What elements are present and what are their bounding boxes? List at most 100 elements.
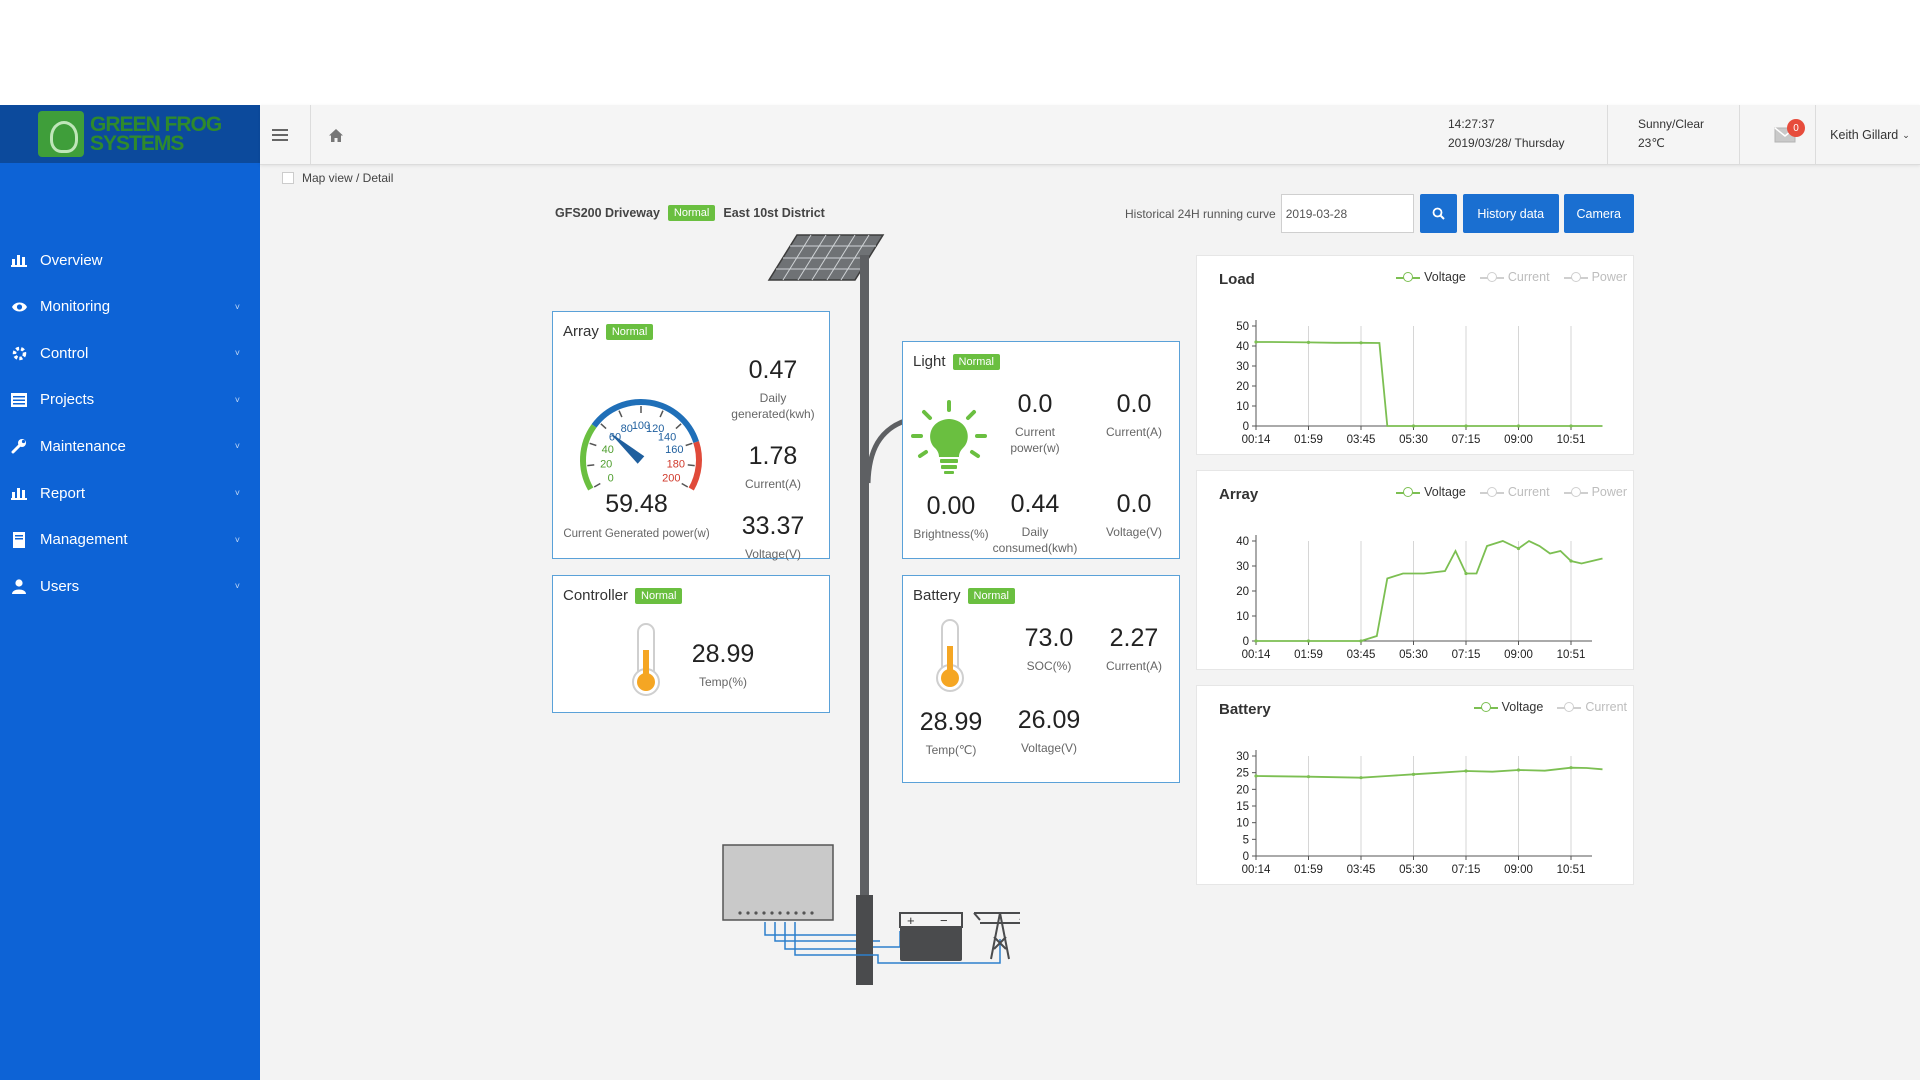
sidebar-item-report[interactable]: Report ˅ (0, 473, 260, 513)
legend-label: Power (1591, 485, 1627, 499)
sidebar-item-monitoring[interactable]: Monitoring ˅ (0, 287, 260, 327)
legend-item-power[interactable]: Power (1563, 270, 1627, 284)
legend-marker-icon (1396, 271, 1421, 283)
book-icon (10, 531, 28, 548)
gauge-tick-label: 140 (658, 432, 676, 444)
legend-item-voltage[interactable]: Voltage (1396, 270, 1466, 284)
series-point[interactable] (1569, 559, 1573, 563)
y-tick-label: 40 (1236, 341, 1249, 353)
gauge-tick-label: 200 (662, 473, 680, 485)
series-point[interactable] (1516, 424, 1521, 428)
series-point[interactable] (1306, 340, 1311, 344)
gauge-arc (688, 441, 702, 491)
user-icon (10, 578, 28, 594)
legend-marker-icon (1563, 486, 1588, 498)
series-point[interactable] (1254, 340, 1258, 344)
sidebar-item-overview[interactable]: Overview (0, 240, 260, 280)
series-point[interactable] (1464, 769, 1468, 773)
series-line-voltage[interactable] (1256, 341, 1603, 427)
series-line-voltage[interactable] (1256, 539, 1603, 642)
station-status-badge: Normal (667, 205, 716, 221)
controller-card-header: Controller Normal (563, 587, 683, 604)
x-tick-label: 00:14 (1242, 434, 1271, 446)
chevron-down-icon: ˅ (234, 301, 240, 312)
home-button[interactable] (320, 105, 352, 165)
series-point[interactable] (1569, 424, 1573, 428)
search-button[interactable] (1419, 194, 1457, 233)
menu-toggle-button[interactable] (260, 105, 300, 165)
light-title: Light (913, 353, 946, 370)
legend-item-power[interactable]: Power (1563, 485, 1627, 499)
gauge-tick (659, 410, 664, 418)
series-point[interactable] (1359, 639, 1363, 643)
sidebar: GREEN FROG SYSTEMS Overview Monitoring ˅ Co… (0, 105, 260, 1080)
series-point[interactable] (1306, 639, 1311, 643)
array-power-label: Current Generated power(w) (563, 528, 710, 540)
series-point[interactable] (1254, 774, 1258, 778)
x-tick-label: 01:59 (1294, 649, 1323, 661)
legend-item-current[interactable]: Current (1479, 270, 1550, 284)
series-point[interactable] (1359, 341, 1363, 345)
y-tick-label: 30 (1236, 751, 1249, 763)
battery-status-badge: Normal (967, 587, 1015, 604)
series-point[interactable] (1411, 772, 1416, 776)
gauge-tick (685, 442, 693, 447)
sidebar-item-control[interactable]: Control ˅ (0, 333, 260, 373)
streetlight-schematic: + − (722, 234, 1020, 985)
sidebar-item-label: Management (40, 531, 128, 549)
breadcrumb-checkbox[interactable] (282, 172, 294, 184)
y-tick-label: 30 (1236, 361, 1249, 373)
history-date-input[interactable] (1280, 194, 1414, 233)
chart-battery: Battery Voltage Current 00:14 01:59 03:45 05:3… (1196, 685, 1634, 885)
legend-label: Current (1507, 485, 1550, 499)
camera-button[interactable]: Camera (1563, 194, 1634, 233)
legend-item-current[interactable]: Current (1557, 700, 1627, 714)
sidebar-item-management[interactable]: Management ˅ (0, 520, 260, 560)
legend-label: Voltage (1501, 700, 1544, 714)
x-tick-label: 03:45 (1347, 434, 1376, 446)
series-point[interactable] (1464, 424, 1468, 428)
legend-marker-icon (1396, 486, 1421, 498)
battery-soc-value: 73.0 (1024, 624, 1074, 652)
chart-title: Load (1219, 271, 1255, 288)
series-point[interactable] (1359, 776, 1363, 780)
legend-marker-icon (1473, 701, 1498, 713)
array-daily-generated-label: Daily generated(kwh) (731, 391, 815, 421)
weather: Sunny/Clear 23℃ (1638, 115, 1704, 153)
light-daily-consumed-label: Daily consumed(kwh) (992, 525, 1078, 555)
series-point[interactable] (1254, 639, 1258, 643)
controller-temp-value: 28.99 (691, 640, 755, 668)
light-status-badge: Normal (952, 353, 1000, 370)
series-point[interactable] (1516, 546, 1521, 551)
search-icon (1432, 207, 1445, 220)
legend-item-current[interactable]: Current (1479, 485, 1550, 499)
sidebar-item-maintenance[interactable]: Maintenance ˅ (0, 426, 260, 466)
legend-item-voltage[interactable]: Voltage (1473, 700, 1544, 714)
sidebar-item-label: Maintenance (40, 437, 126, 455)
chart-plot: 00:14 01:59 03:45 05:30 07:15 09:00 10:51 0 10 20… (1236, 535, 1603, 661)
x-tick-label: 07:15 (1452, 649, 1481, 661)
chevron-down-icon: ˅ (234, 488, 240, 498)
history-data-button[interactable]: History data (1462, 194, 1559, 233)
gauge-tick (675, 423, 682, 430)
battery-card-header: Battery Normal (913, 587, 1015, 604)
y-tick-label: 40 (1236, 536, 1249, 548)
brand-logo[interactable]: GREEN FROG SYSTEMS (0, 105, 260, 163)
series-point[interactable] (1464, 571, 1468, 576)
breadcrumb-text[interactable]: Map view / Detail (302, 171, 394, 185)
series-point[interactable] (1411, 424, 1416, 428)
messages-button[interactable]: 0 (1760, 105, 1810, 165)
sidebar-item-users[interactable]: Users ˅ (0, 566, 260, 606)
chevron-down-icon: ⌄ (1902, 129, 1910, 140)
chart-legend: Voltage Current (1473, 700, 1627, 714)
series-point[interactable] (1306, 775, 1311, 779)
series-point[interactable] (1569, 766, 1573, 770)
series-point[interactable] (1516, 768, 1521, 772)
legend-item-voltage[interactable]: Voltage (1396, 485, 1466, 499)
user-menu[interactable]: Keith Gillard ⌄ (1826, 105, 1914, 165)
chevron-down-icon: ˅ (234, 394, 240, 405)
sidebar-item-projects[interactable]: Projects ˅ (0, 380, 260, 420)
y-tick-label: 25 (1236, 768, 1249, 780)
battery-title: Battery (913, 587, 961, 604)
gauge-tick (589, 442, 597, 447)
